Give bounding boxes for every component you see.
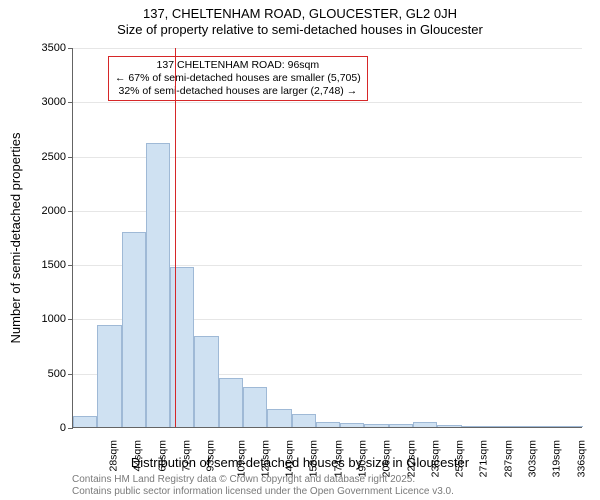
xtick-label: 77sqm xyxy=(181,440,193,472)
ytick-label: 1000 xyxy=(6,313,66,325)
xtick-label: 271sqm xyxy=(478,440,490,477)
xtick-label: 287sqm xyxy=(502,440,514,477)
ytick-mark xyxy=(68,211,73,212)
annotation-line-2: ← 67% of semi-detached houses are smalle… xyxy=(115,72,361,85)
histogram-bar xyxy=(462,426,486,427)
xtick-label: 336sqm xyxy=(575,440,587,477)
ytick-label: 1500 xyxy=(6,259,66,271)
xtick-label: 125sqm xyxy=(259,440,271,477)
ytick-mark xyxy=(68,48,73,49)
footnote: Contains HM Land Registry data © Crown c… xyxy=(72,474,454,498)
histogram-bar xyxy=(510,426,534,427)
histogram-bar xyxy=(267,409,291,427)
histogram-bar xyxy=(340,423,364,427)
xtick-label: 44sqm xyxy=(132,440,144,472)
histogram-bar xyxy=(194,336,218,427)
ytick-mark xyxy=(68,319,73,320)
histogram-bar xyxy=(146,143,170,427)
histogram-bar xyxy=(534,426,558,427)
footnote-line-2: Contains public sector information licen… xyxy=(72,486,454,498)
histogram-bar xyxy=(292,414,316,427)
xtick-label: 255sqm xyxy=(454,440,466,477)
histogram-bar xyxy=(437,425,461,427)
title-line-2: Size of property relative to semi-detach… xyxy=(0,22,600,38)
ytick-mark xyxy=(68,157,73,158)
annotation-box: 137 CHELTENHAM ROAD: 96sqm ← 67% of semi… xyxy=(108,56,368,101)
xtick-label: 109sqm xyxy=(235,440,247,477)
xtick-label: 206sqm xyxy=(381,440,393,477)
histogram-bar xyxy=(243,387,267,427)
ytick-label: 2500 xyxy=(6,151,66,163)
ytick-mark xyxy=(68,428,73,429)
histogram-bar xyxy=(559,426,583,427)
xtick-label: 93sqm xyxy=(205,440,217,472)
ytick-label: 500 xyxy=(6,368,66,380)
histogram-bar xyxy=(389,424,413,427)
histogram-bar xyxy=(486,426,510,427)
histogram-bar xyxy=(122,232,146,427)
xtick-label: 238sqm xyxy=(429,440,441,477)
title-line-1: 137, CHELTENHAM ROAD, GLOUCESTER, GL2 0J… xyxy=(0,6,600,22)
grid-line xyxy=(73,48,582,49)
ytick-mark xyxy=(68,102,73,103)
annotation-line-3: 32% of semi-detached houses are larger (… xyxy=(115,85,361,98)
histogram-bar xyxy=(316,422,340,427)
xtick-label: 60sqm xyxy=(156,440,168,472)
annotation-line-1: 137 CHELTENHAM ROAD: 96sqm xyxy=(115,59,361,72)
xtick-label: 190sqm xyxy=(356,440,368,477)
ytick-mark xyxy=(68,265,73,266)
marker-line xyxy=(175,48,176,427)
xtick-label: 303sqm xyxy=(526,440,538,477)
histogram-bar xyxy=(97,325,121,427)
histogram-bar xyxy=(73,416,97,427)
xtick-label: 141sqm xyxy=(284,440,296,477)
histogram-bar xyxy=(219,378,243,427)
ytick-label: 3000 xyxy=(6,96,66,108)
chart-container: 137, CHELTENHAM ROAD, GLOUCESTER, GL2 0J… xyxy=(0,0,600,500)
ytick-mark xyxy=(68,374,73,375)
xtick-label: 222sqm xyxy=(405,440,417,477)
xtick-label: 319sqm xyxy=(551,440,563,477)
plot-area: 137 CHELTENHAM ROAD: 96sqm ← 67% of semi… xyxy=(72,48,582,428)
xtick-label: 174sqm xyxy=(332,440,344,477)
y-axis-label: Number of semi-detached properties xyxy=(8,133,23,344)
ytick-label: 0 xyxy=(6,422,66,434)
chart-title: 137, CHELTENHAM ROAD, GLOUCESTER, GL2 0J… xyxy=(0,0,600,39)
ytick-label: 3500 xyxy=(6,42,66,54)
xtick-label: 28sqm xyxy=(108,440,120,472)
histogram-bar xyxy=(364,424,388,427)
ytick-label: 2000 xyxy=(6,205,66,217)
xtick-label: 158sqm xyxy=(308,440,320,477)
histogram-bar xyxy=(413,422,437,427)
grid-line xyxy=(73,102,582,103)
